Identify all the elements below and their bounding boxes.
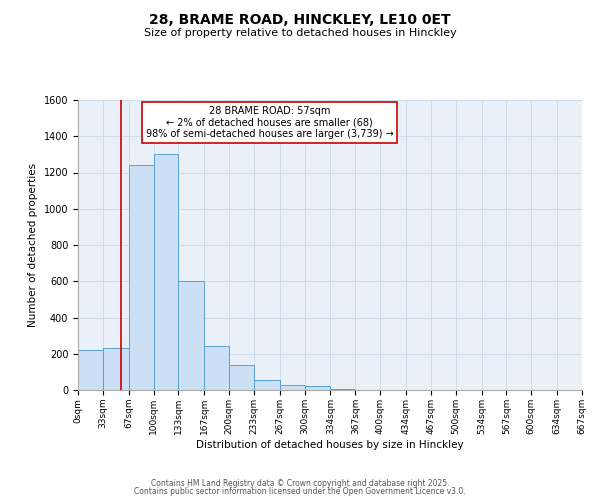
Bar [305,386,331,390]
Text: Size of property relative to detached houses in Hinckley: Size of property relative to detached ho… [143,28,457,38]
Y-axis label: Number of detached properties: Number of detached properties [28,163,38,327]
Bar [254,380,280,390]
Text: 28 BRAME ROAD: 57sqm
← 2% of detached houses are smaller (68)
98% of semi-detach: 28 BRAME ROAD: 57sqm ← 2% of detached ho… [146,106,394,139]
Text: Contains public sector information licensed under the Open Government Licence v3: Contains public sector information licen… [134,487,466,496]
Text: 28, BRAME ROAD, HINCKLEY, LE10 0ET: 28, BRAME ROAD, HINCKLEY, LE10 0ET [149,12,451,26]
Bar [280,386,305,390]
Bar [128,165,154,390]
X-axis label: Distribution of detached houses by size in Hinckley: Distribution of detached houses by size … [196,440,464,450]
Bar [103,348,128,390]
Bar [154,154,178,390]
Bar [204,346,229,390]
Bar [229,364,254,390]
Bar [331,389,355,390]
Bar [178,281,204,390]
Text: Contains HM Land Registry data © Crown copyright and database right 2025.: Contains HM Land Registry data © Crown c… [151,478,449,488]
Bar [78,350,103,390]
